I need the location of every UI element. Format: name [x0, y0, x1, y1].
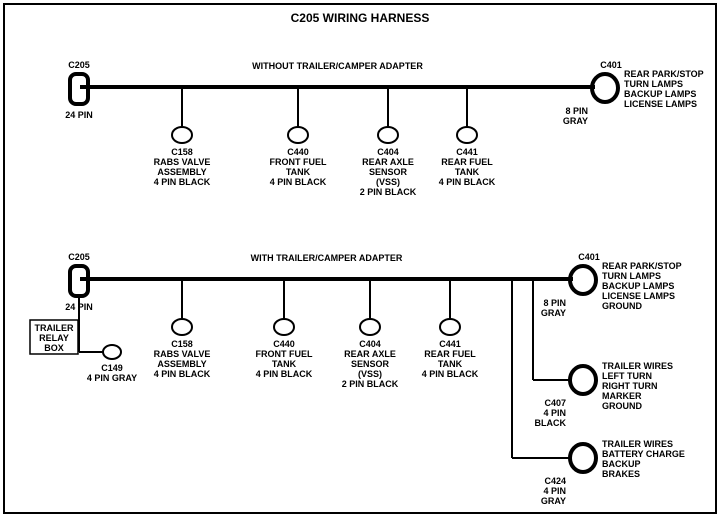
svg-text:GROUND: GROUND [602, 301, 642, 311]
svg-text:MARKER: MARKER [602, 391, 642, 401]
svg-text:GRAY: GRAY [541, 496, 566, 506]
svg-text:TANK: TANK [455, 167, 480, 177]
svg-text:C441: C441 [456, 147, 478, 157]
svg-text:C158: C158 [171, 339, 193, 349]
svg-text:TRAILER WIRES: TRAILER WIRES [602, 439, 673, 449]
svg-text:BOX: BOX [44, 343, 64, 353]
svg-text:LEFT TURN: LEFT TURN [602, 371, 652, 381]
svg-text:C205: C205 [68, 252, 90, 262]
svg-text:4 PIN GRAY: 4 PIN GRAY [87, 373, 137, 383]
svg-text:RIGHT TURN: RIGHT TURN [602, 381, 658, 391]
svg-text:4 PIN: 4 PIN [543, 408, 566, 418]
svg-text:BACKUP LAMPS: BACKUP LAMPS [624, 89, 696, 99]
svg-text:ASSEMBLY: ASSEMBLY [157, 359, 206, 369]
svg-text:RELAY: RELAY [39, 333, 69, 343]
svg-text:4 PIN: 4 PIN [543, 486, 566, 496]
svg-text:SENSOR: SENSOR [351, 359, 390, 369]
svg-text:C441: C441 [439, 339, 461, 349]
svg-text:GROUND: GROUND [602, 401, 642, 411]
svg-text:GRAY: GRAY [563, 116, 588, 126]
svg-text:C205: C205 [68, 60, 90, 70]
svg-text:ASSEMBLY: ASSEMBLY [157, 167, 206, 177]
wiring-diagram: C205 WIRING HARNESS WITHOUT TRAILER/CAMPE… [0, 0, 720, 517]
svg-text:REAR PARK/STOP: REAR PARK/STOP [624, 69, 704, 79]
svg-text:8 PIN: 8 PIN [543, 298, 566, 308]
svg-text:SENSOR: SENSOR [369, 167, 408, 177]
svg-text:TANK: TANK [286, 167, 311, 177]
svg-text:2 PIN BLACK: 2 PIN BLACK [360, 187, 417, 197]
svg-text:RABS VALVE: RABS VALVE [154, 157, 211, 167]
svg-text:BATTERY CHARGE: BATTERY CHARGE [602, 449, 685, 459]
svg-text:24 PIN: 24 PIN [65, 110, 93, 120]
svg-text:REAR FUEL: REAR FUEL [441, 157, 493, 167]
svg-text:C440: C440 [287, 147, 309, 157]
svg-text:C401: C401 [578, 252, 600, 262]
svg-text:C205 WIRING HARNESS: C205 WIRING HARNESS [291, 11, 430, 25]
svg-text:FRONT FUEL: FRONT FUEL [256, 349, 313, 359]
svg-text:4 PIN BLACK: 4 PIN BLACK [422, 369, 479, 379]
svg-text:C424: C424 [544, 476, 566, 486]
svg-text:REAR AXLE: REAR AXLE [344, 349, 396, 359]
svg-text:TURN LAMPS: TURN LAMPS [602, 271, 661, 281]
svg-text:TRAILER: TRAILER [35, 323, 74, 333]
svg-text:TANK: TANK [272, 359, 297, 369]
svg-text:GRAY: GRAY [541, 308, 566, 318]
svg-text:BRAKES: BRAKES [602, 469, 640, 479]
svg-text:LICENSE LAMPS: LICENSE LAMPS [624, 99, 697, 109]
svg-text:REAR PARK/STOP: REAR PARK/STOP [602, 261, 682, 271]
svg-text:4 PIN BLACK: 4 PIN BLACK [154, 177, 211, 187]
svg-text:LICENSE LAMPS: LICENSE LAMPS [602, 291, 675, 301]
svg-text:WITHOUT TRAILER/CAMPER ADAPT: WITHOUT TRAILER/CAMPER ADAPTER [252, 61, 423, 71]
svg-text:4 PIN BLACK: 4 PIN BLACK [256, 369, 313, 379]
svg-text:REAR AXLE: REAR AXLE [362, 157, 414, 167]
svg-text:TURN LAMPS: TURN LAMPS [624, 79, 683, 89]
svg-text:RABS VALVE: RABS VALVE [154, 349, 211, 359]
svg-text:REAR FUEL: REAR FUEL [424, 349, 476, 359]
svg-text:C158: C158 [171, 147, 193, 157]
svg-text:C407: C407 [544, 398, 566, 408]
svg-text:8 PIN: 8 PIN [565, 106, 588, 116]
svg-text:(VSS): (VSS) [376, 177, 400, 187]
svg-text:C404: C404 [359, 339, 381, 349]
svg-text:TANK: TANK [438, 359, 463, 369]
svg-text:2 PIN BLACK: 2 PIN BLACK [342, 379, 399, 389]
svg-text:4 PIN BLACK: 4 PIN BLACK [154, 369, 211, 379]
svg-text:BACKUP: BACKUP [602, 459, 641, 469]
svg-text:WITH TRAILER/CAMPER ADAPTER: WITH TRAILER/CAMPER ADAPTER [251, 253, 403, 263]
svg-text:C401: C401 [600, 60, 622, 70]
svg-text:C149: C149 [101, 363, 123, 373]
svg-text:(VSS): (VSS) [358, 369, 382, 379]
svg-text:FRONT FUEL: FRONT FUEL [270, 157, 327, 167]
svg-text:4 PIN BLACK: 4 PIN BLACK [439, 177, 496, 187]
svg-text:4 PIN BLACK: 4 PIN BLACK [270, 177, 327, 187]
svg-text:BLACK: BLACK [535, 418, 567, 428]
svg-text:BACKUP LAMPS: BACKUP LAMPS [602, 281, 674, 291]
svg-text:C440: C440 [273, 339, 295, 349]
svg-text:C404: C404 [377, 147, 399, 157]
svg-text:TRAILER WIRES: TRAILER WIRES [602, 361, 673, 371]
